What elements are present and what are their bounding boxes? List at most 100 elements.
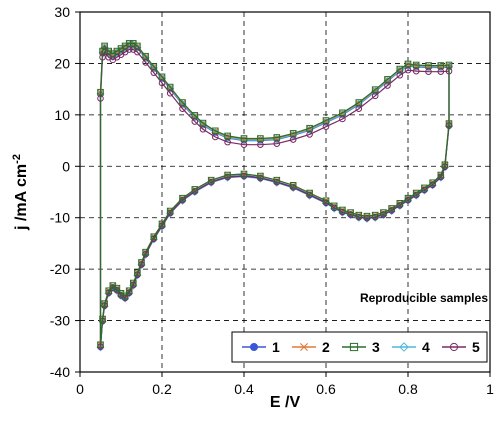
series-3-point (371, 86, 379, 93)
series-3-point (97, 341, 104, 349)
series-3-point (179, 99, 186, 106)
y-tick-label: 10 (54, 107, 70, 123)
series-5-point (355, 105, 363, 112)
series-3-point (322, 117, 330, 124)
series-3-point (191, 112, 199, 119)
series-3-point (224, 171, 231, 179)
series-4-point (141, 53, 150, 62)
series-5-point (101, 48, 108, 56)
series-3-point (97, 88, 104, 96)
series-3-point (306, 124, 313, 132)
series-5-point (425, 68, 432, 75)
axis-ticks: 0 0.2 0.4 0.6 0.8 1 30 20 10 0 -10 -20 -30 -40 (50, 4, 494, 397)
series-3-point (339, 109, 346, 117)
series-3-point (437, 171, 445, 179)
series-3-point (150, 63, 158, 70)
series-3-point (441, 161, 449, 169)
x-tick-label: 0.8 (398, 381, 418, 397)
series-3-point (289, 130, 297, 137)
series-3-point (150, 233, 158, 241)
series-3-point (388, 205, 395, 212)
legend-swatch-marker (249, 342, 258, 351)
series-3-point (412, 189, 420, 197)
series-3-line (99, 42, 450, 345)
series-3-point (199, 119, 207, 127)
series-3-point (142, 52, 149, 60)
legend-swatch-marker (349, 342, 359, 352)
series-5-point (212, 133, 219, 141)
series-3-point (412, 61, 420, 69)
series-3-point (212, 127, 219, 135)
series-3-point (445, 61, 453, 69)
series-5-point (191, 118, 199, 125)
y-tick-label: -30 (50, 313, 70, 329)
series-3-point (166, 83, 174, 91)
series-4-point (395, 66, 404, 75)
series-5-point (125, 46, 133, 53)
series-3-point (384, 76, 391, 83)
series-3-point (437, 62, 445, 69)
x-tick-label: 0.2 (152, 381, 172, 397)
series-5-point (273, 140, 281, 147)
x-tick-label: 0 (76, 381, 84, 397)
series-3-point (207, 176, 215, 184)
marker-stroke (300, 343, 308, 351)
series-3-point (289, 182, 297, 189)
series-3-point (404, 60, 412, 68)
series-5-point (224, 138, 231, 146)
series-4-point (190, 112, 199, 121)
legend-label: 4 (422, 339, 430, 355)
series-4-point (100, 43, 109, 52)
legend-entry-4: 4 (392, 339, 430, 355)
series-4-point (198, 120, 208, 129)
series-4-point (178, 100, 187, 109)
series-3-point (396, 65, 404, 73)
x-tick-label: 0.4 (234, 381, 254, 397)
legend-label: 3 (372, 339, 380, 355)
series-3-point (224, 132, 231, 140)
series-5-point (384, 82, 391, 89)
series-3-point (179, 194, 186, 202)
legend-entry-2: 2 (292, 339, 330, 355)
legend-label: 2 (322, 339, 330, 355)
series-5-point (404, 66, 412, 74)
legend-label: 5 (472, 339, 480, 355)
y-tick-label: 30 (54, 4, 70, 20)
series-5-point (257, 141, 264, 148)
series-3-point (273, 134, 281, 141)
series-3-point (240, 170, 248, 178)
y-tick-label: -10 (50, 210, 70, 226)
series-3-point (134, 42, 141, 50)
series-3-point (355, 211, 363, 219)
legend-label: 1 (272, 339, 280, 355)
series-3-point (445, 120, 453, 127)
series-3-point (138, 259, 145, 266)
series-3-point (421, 184, 428, 192)
series-3-point (125, 40, 133, 47)
y-tick-label: -20 (50, 261, 70, 277)
series-3-point (130, 279, 137, 287)
series-3-point (339, 206, 346, 214)
legend: 1 2 3 4 5 (231, 331, 488, 363)
series-3-point (142, 248, 149, 256)
series-3-point (347, 209, 354, 216)
legend-swatch-marker (300, 343, 308, 351)
y-axis-title: j /mA cm-2 (11, 154, 30, 231)
series-3-point (330, 202, 338, 210)
series-5-point (240, 141, 248, 148)
series-3-point (355, 99, 363, 106)
series-5-point (150, 69, 158, 76)
series-3-point (380, 209, 387, 216)
series-5-point (134, 48, 141, 56)
series-3-point (158, 220, 166, 228)
y-tick-label: 0 (62, 158, 70, 174)
series-5-point (437, 68, 445, 75)
series-3-point (404, 194, 412, 202)
series-3-point (117, 290, 125, 297)
series-4-point (383, 76, 392, 85)
legend-entry-1: 1 (242, 339, 280, 355)
series-4-point (371, 87, 380, 96)
y-axis-title-main: j /mA cm (13, 164, 30, 231)
series-3-point (191, 186, 199, 193)
